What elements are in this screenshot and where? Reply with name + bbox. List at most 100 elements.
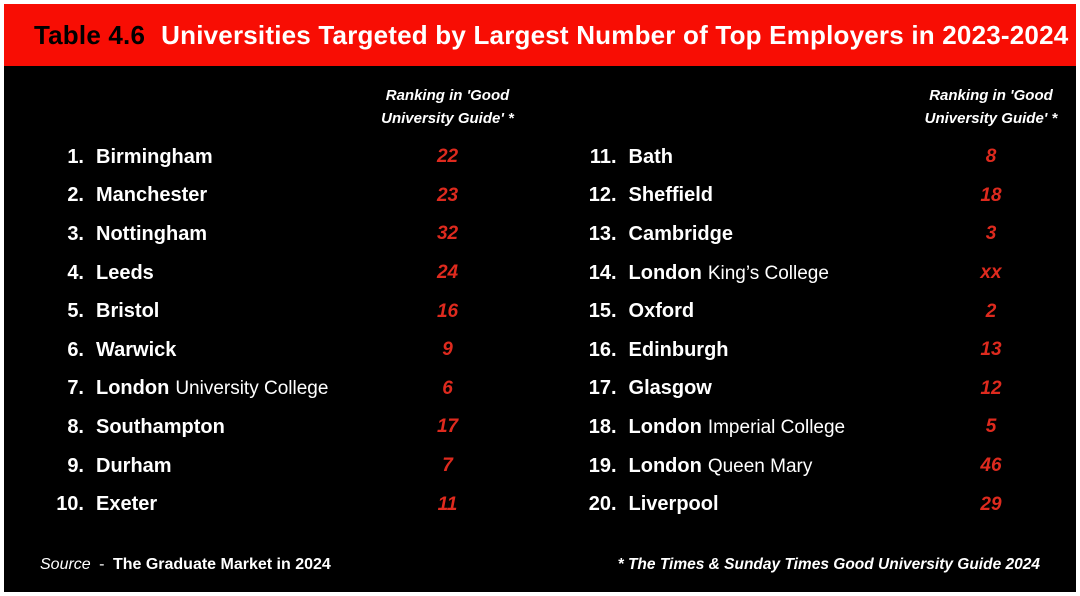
- row-rank: 10.: [56, 493, 84, 516]
- row-rank: 2.: [67, 184, 84, 207]
- table-row: 20. Liverpool 29: [573, 485, 1076, 524]
- column-header-row: Ranking in 'Good University Guide' *: [573, 66, 1076, 138]
- ranking-value: 29: [980, 493, 1002, 515]
- table-row: 2. Manchester 23: [40, 177, 533, 216]
- guide-footnote: * The Times & Sunday Times Good Universi…: [617, 556, 1040, 573]
- university-name-main: Sheffield: [628, 184, 713, 207]
- ranking-value: 9: [442, 339, 453, 361]
- university-name: Southampton: [96, 416, 351, 439]
- ranking-value: 8: [985, 146, 997, 168]
- row-rank: 6.: [67, 338, 84, 361]
- row-rank: 12.: [588, 184, 617, 207]
- ranking-value: 24: [436, 262, 459, 284]
- university-name: Edinburgh: [629, 339, 894, 362]
- table-row: 16. Edinburgh 13: [573, 331, 1076, 370]
- university-name: Birmingham: [96, 146, 351, 169]
- row-rank: 3.: [67, 222, 84, 245]
- row-rank: 7.: [67, 377, 84, 400]
- ranking-value: 18: [980, 184, 1002, 206]
- university-name-main: London: [628, 454, 702, 477]
- university-name-secondary: Queen Mary: [707, 455, 813, 477]
- row-rank: 15.: [588, 300, 617, 323]
- ranking-value: 11: [437, 493, 458, 515]
- table-title: Universities Targeted by Largest Number …: [161, 19, 1069, 50]
- row-rank: 19.: [588, 454, 617, 477]
- university-name: London Queen Mary: [629, 455, 894, 478]
- university-name-main: Bath: [628, 145, 673, 168]
- table-row: 13. Cambridge 3: [573, 215, 1076, 254]
- ranking-value: 13: [980, 339, 1002, 361]
- university-name: Sheffield: [629, 184, 894, 207]
- table-row: 12. Sheffield 18: [573, 177, 1076, 216]
- ranking-value: 2: [985, 300, 997, 322]
- university-name-secondary: University College: [175, 378, 329, 400]
- university-name: Nottingham: [96, 223, 351, 246]
- row-rank: 1.: [67, 145, 84, 168]
- university-name-main: London: [628, 415, 702, 438]
- table-row: 7. London University College 6: [40, 370, 533, 409]
- table-title-bar: Table 4.6 Universities Targeted by Large…: [4, 4, 1076, 66]
- source-note: Source - The Graduate Market in 2024: [40, 556, 331, 574]
- row-rank: 14.: [588, 261, 617, 284]
- ranking-value: 16: [436, 300, 459, 322]
- table-row: 15. Oxford 2: [573, 292, 1076, 331]
- university-name: Durham: [96, 455, 351, 478]
- row-rank: 11.: [589, 145, 617, 168]
- ranking-column-header: Ranking in 'Good University Guide' *: [381, 87, 514, 127]
- column-header-row: Ranking in 'Good University Guide' *: [40, 66, 533, 138]
- university-name: Oxford: [629, 300, 894, 323]
- table-column-right: Ranking in 'Good University Guide' * 11.…: [573, 66, 1076, 524]
- university-name-main: Birmingham: [96, 145, 213, 168]
- row-rank: 20.: [588, 493, 617, 516]
- table-number-label: Table 4.6: [34, 19, 146, 50]
- table-row: 14. London King’s College xx: [573, 254, 1076, 293]
- table-row: 3. Nottingham 32: [40, 215, 533, 254]
- row-rank: 16.: [588, 338, 617, 361]
- ranking-value: 3: [985, 223, 997, 245]
- ranking-value: 22: [436, 146, 459, 168]
- row-rank: 4.: [67, 261, 84, 284]
- row-rank: 18.: [588, 415, 617, 438]
- university-name-main: Leeds: [96, 261, 154, 284]
- table-row: 8. Southampton 17: [40, 408, 533, 447]
- table-background: Table 4.6 Universities Targeted by Large…: [4, 4, 1076, 592]
- university-name-main: London: [96, 377, 170, 400]
- university-name: London King’s College: [629, 262, 894, 285]
- university-name-main: Exeter: [96, 493, 158, 516]
- row-rank: 13.: [588, 222, 617, 245]
- ranking-column-header: Ranking in 'Good University Guide' *: [924, 87, 1058, 127]
- university-name: Liverpool: [629, 493, 894, 516]
- source-label: Source: [40, 556, 91, 573]
- university-name: Glasgow: [629, 377, 894, 400]
- university-name-main: London: [628, 261, 702, 284]
- university-name: Exeter: [96, 493, 351, 516]
- university-name: Bristol: [96, 300, 351, 323]
- university-name: Warwick: [96, 339, 351, 362]
- university-name-main: Bristol: [96, 300, 160, 323]
- university-name: Bath: [629, 146, 894, 169]
- table-row: 10. Exeter 11: [40, 485, 533, 524]
- university-name-main: Cambridge: [628, 222, 733, 245]
- university-name-main: Nottingham: [96, 222, 208, 245]
- university-name-main: Oxford: [628, 300, 695, 323]
- university-name-secondary: Imperial College: [707, 416, 846, 438]
- university-name-secondary: King’s College: [707, 262, 829, 284]
- university-name-main: Liverpool: [628, 493, 719, 516]
- table-column-left: Ranking in 'Good University Guide' * 1. …: [40, 66, 533, 524]
- table-row: 17. Glasgow 12: [573, 370, 1076, 409]
- university-name: London University College: [96, 377, 351, 400]
- ranking-value: 6: [442, 377, 453, 399]
- university-name-main: Glasgow: [628, 377, 712, 400]
- ranking-value: 17: [436, 416, 459, 438]
- table-row: 6. Warwick 9: [40, 331, 533, 370]
- ranking-value: xx: [980, 262, 1002, 284]
- university-name-main: Southampton: [96, 415, 225, 438]
- university-name: Cambridge: [629, 223, 894, 246]
- row-rank: 17.: [588, 377, 617, 400]
- table-row: 5. Bristol 16: [40, 292, 533, 331]
- ranking-value: 46: [980, 455, 1002, 477]
- ranking-value: 7: [442, 455, 453, 477]
- ranking-value: 32: [436, 223, 459, 245]
- university-name-main: Warwick: [96, 338, 177, 361]
